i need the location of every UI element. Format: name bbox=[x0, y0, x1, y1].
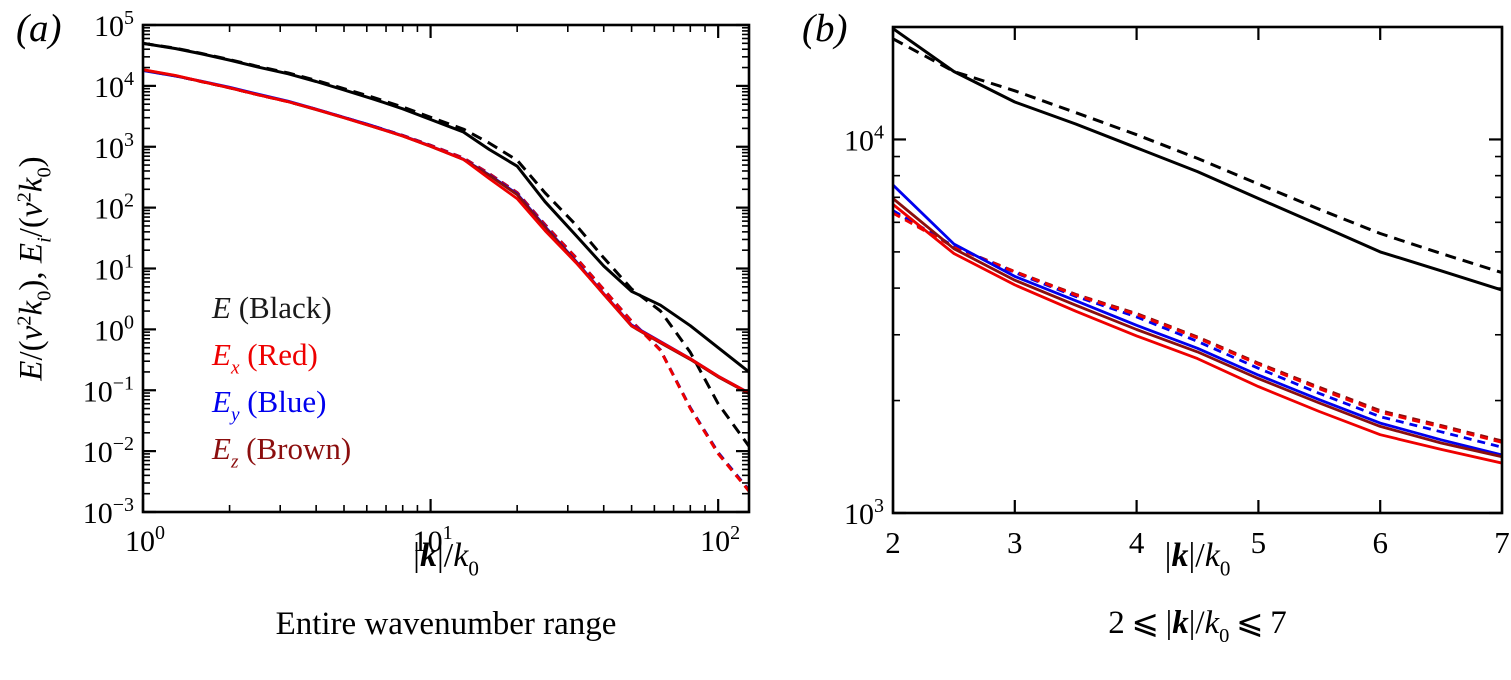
svg-text:100: 100 bbox=[94, 311, 134, 347]
x-axis-label-a: |k|/k0 bbox=[413, 537, 479, 581]
series-Ey_dashed bbox=[893, 209, 1502, 449]
series-E_solid bbox=[143, 41, 749, 374]
series-group bbox=[143, 41, 749, 493]
panel-b-letter: (b) bbox=[802, 7, 848, 50]
axes-group: 2 3 4 5 6 7 104 103 bbox=[844, 25, 1510, 560]
svg-text:103: 103 bbox=[844, 495, 884, 531]
axes-group: 100 101 102 105 104 103 102 101 100 10−1 10−2 10−3 bbox=[83, 7, 751, 558]
svg-text:101: 101 bbox=[94, 251, 134, 287]
svg-text:6: 6 bbox=[1372, 525, 1388, 560]
svg-text:104: 104 bbox=[94, 68, 134, 104]
svg-text:10−1: 10−1 bbox=[83, 372, 134, 408]
series-E_dashed bbox=[143, 41, 749, 448]
panel-a-letter: (a) bbox=[16, 7, 62, 50]
series-Ex_solid bbox=[143, 68, 749, 395]
svg-text:10−2: 10−2 bbox=[83, 433, 134, 469]
svg-text:103: 103 bbox=[94, 129, 134, 165]
series-E_solid bbox=[893, 27, 1502, 292]
svg-text:3: 3 bbox=[1007, 525, 1023, 560]
svg-text:2: 2 bbox=[885, 525, 901, 560]
caption-b: 2 ⩽ |k|/k0 ⩽ 7 bbox=[1108, 605, 1287, 648]
x-axis-label-b: |k|/k0 bbox=[1164, 537, 1231, 581]
series-Ez_dashed bbox=[893, 210, 1502, 443]
series-Ez_solid bbox=[893, 197, 1502, 459]
series-Ex_solid bbox=[893, 203, 1502, 465]
svg-text:102: 102 bbox=[700, 522, 740, 558]
svg-text:101: 101 bbox=[413, 522, 453, 558]
legend-item-Ey: Ey (Blue) bbox=[212, 384, 327, 426]
svg-text:4: 4 bbox=[1129, 525, 1145, 560]
svg-text:5: 5 bbox=[1251, 525, 1267, 560]
caption-a: Entire wavenumber range bbox=[275, 606, 617, 642]
series-E_dashed bbox=[893, 37, 1502, 275]
series-group bbox=[893, 27, 1502, 465]
svg-text:102: 102 bbox=[94, 190, 134, 226]
svg-text:10−3: 10−3 bbox=[83, 494, 134, 530]
svg-text:104: 104 bbox=[844, 121, 884, 157]
y-axis-label-a: E/(ν2k0), Ei/(ν2k0) bbox=[13, 156, 56, 381]
series-Ey_solid bbox=[893, 183, 1502, 457]
legend: E (Black) Ex (Red) Ey (Blue) Ez (Brown) bbox=[212, 284, 351, 472]
svg-text:105: 105 bbox=[94, 7, 134, 43]
legend-item-Ez: Ez (Brown) bbox=[212, 431, 352, 473]
legend-item-E: E (Black) bbox=[212, 290, 332, 325]
svg-text:100: 100 bbox=[125, 522, 165, 558]
series-Ex_dashed bbox=[893, 211, 1502, 444]
legend-item-Ex: Ex (Red) bbox=[212, 337, 318, 379]
chart-panel-b: 2 3 4 5 6 7 104 103 bbox=[844, 25, 1510, 560]
chart-panel-a: 100 101 102 105 104 103 102 101 100 10−1 10−2 10−3 bbox=[83, 7, 751, 558]
svg-text:7: 7 bbox=[1494, 525, 1510, 560]
